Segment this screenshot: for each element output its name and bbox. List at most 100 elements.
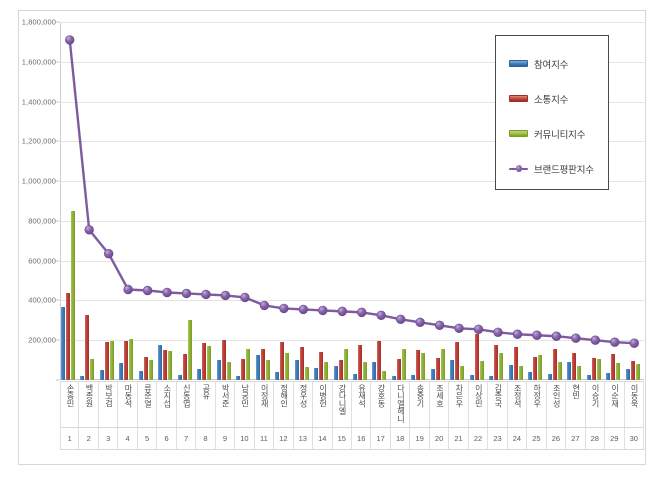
- bar-2: [518, 366, 523, 380]
- x-category-cell: 박보검: [99, 382, 119, 427]
- legend-item-1[interactable]: 소통지수: [496, 81, 608, 116]
- bar-group: [469, 22, 488, 380]
- bar-0: [255, 355, 260, 380]
- x-category-cell: 소지섭: [157, 382, 177, 427]
- x-rank-label: 22: [473, 434, 483, 443]
- bar-swatch-red-icon: [509, 95, 528, 102]
- x-rank-cell: 1: [60, 428, 80, 449]
- bar-0: [567, 362, 572, 380]
- bar-0: [547, 374, 552, 380]
- x-rank-label: 11: [259, 434, 268, 443]
- y-tick-mark: [56, 299, 60, 301]
- x-axis-rank-numbers: 1 2 3 4 5 6 7 8 9 10 11 12 13 14 15 16 17 18 19 20 21 22 23 24 2…: [60, 428, 644, 450]
- x-rank-label: 13: [298, 434, 307, 443]
- bar-0: [333, 366, 338, 380]
- x-category-cell: 이승기: [586, 382, 606, 427]
- y-tick-mark: [56, 260, 60, 262]
- bar-1: [611, 354, 616, 380]
- x-rank-cell: 19: [410, 428, 430, 449]
- x-axis-line: [60, 379, 644, 380]
- x-category-cell: 송중기: [410, 382, 430, 427]
- x-category-label: 정우성: [299, 384, 309, 408]
- bar-2: [265, 360, 270, 380]
- x-rank-cell: 30: [625, 428, 644, 449]
- x-rank-cell: 3: [99, 428, 119, 449]
- bar-2: [343, 349, 348, 380]
- bar-0: [275, 372, 280, 380]
- x-rank-cell: 23: [488, 428, 508, 449]
- x-rank-label: 7: [183, 434, 189, 443]
- bar-2: [499, 353, 504, 380]
- bar-1: [435, 358, 440, 380]
- bar-1: [85, 315, 90, 380]
- y-tick-label: 1,200,000: [21, 136, 56, 146]
- x-category-label: 유재석: [357, 384, 367, 408]
- x-category-cell: 정해인: [274, 382, 294, 427]
- x-category-cell: 백종원: [79, 382, 99, 427]
- x-rank-cell: 15: [333, 428, 352, 449]
- bar-group: [235, 22, 254, 380]
- x-rank-cell: 26: [547, 428, 567, 449]
- bar-0: [138, 371, 143, 380]
- y-tick-mark: [56, 220, 60, 222]
- x-category-cell: 이동욱: [625, 382, 644, 427]
- bar-0: [489, 376, 494, 380]
- y-tick-mark: [56, 61, 60, 63]
- y-tick-label: 1,000,000: [21, 176, 56, 186]
- x-category-cell: 하정우: [527, 382, 547, 427]
- x-category-label: 조세호: [435, 384, 445, 408]
- legend-item-0[interactable]: 참여지수: [496, 46, 608, 81]
- x-rank-label: 16: [357, 434, 366, 443]
- bar-group: [138, 22, 157, 380]
- x-category-label: 이정재: [260, 384, 270, 408]
- x-rank-cell: 28: [586, 428, 606, 449]
- bar-group: [527, 22, 546, 380]
- bar-2: [148, 360, 153, 380]
- x-rank-cell: 29: [605, 428, 625, 449]
- bar-1: [572, 353, 577, 380]
- bar-1: [338, 360, 343, 380]
- x-rank-label: 2: [86, 434, 91, 443]
- bar-group: [294, 22, 313, 380]
- bar-2: [226, 362, 231, 380]
- x-rank-cell: 12: [274, 428, 294, 449]
- x-rank-cell: 11: [255, 428, 275, 449]
- x-category-cell: 류준열: [138, 382, 158, 427]
- legend-label-1: 소통지수: [534, 94, 569, 106]
- bar-group: [449, 22, 468, 380]
- x-category-label: 신동엽: [182, 384, 192, 408]
- x-axis-category-labels: 손흥민 백종원 박보검 마동석 류준열 소지섭 신동엽 공유 박서준 남궁민 이정재 정해인 정우성 이병…: [60, 381, 644, 428]
- y-tick-label: 400,000: [28, 295, 56, 305]
- x-rank-label: 27: [571, 434, 580, 443]
- bar-group: [99, 22, 118, 380]
- x-category-cell: 손흥민: [60, 382, 80, 427]
- x-rank-label: 25: [532, 434, 541, 443]
- bar-2: [168, 351, 173, 380]
- bar-0: [391, 376, 396, 380]
- bar-group: [196, 22, 215, 380]
- bar-group: [333, 22, 352, 380]
- x-category-label: 정해인: [279, 384, 289, 408]
- bar-1: [533, 357, 538, 380]
- bar-2: [538, 355, 543, 380]
- bar-2: [246, 349, 251, 380]
- bar-1: [319, 352, 324, 380]
- bar-group: [391, 22, 410, 380]
- bar-group: [255, 22, 274, 380]
- x-category-label: 소지섭: [162, 384, 172, 408]
- bar-group: [605, 22, 624, 380]
- bar-1: [182, 354, 187, 380]
- x-rank-label: 15: [337, 434, 346, 443]
- x-category-label: 강호동: [376, 384, 386, 408]
- x-category-label: 이동욱: [630, 384, 640, 408]
- x-category-cell: 정우성: [294, 382, 314, 427]
- x-rank-cell: 6: [157, 428, 177, 449]
- bar-1: [358, 345, 362, 380]
- x-rank-cell: 13: [294, 428, 314, 449]
- bar-group: [488, 22, 507, 380]
- legend-item-2[interactable]: 커뮤니티지수: [496, 116, 608, 151]
- x-category-label: 송중기: [415, 384, 425, 408]
- bar-1: [416, 350, 421, 380]
- legend-item-3[interactable]: 브랜드평판지수: [496, 151, 608, 186]
- bar-1: [163, 350, 168, 380]
